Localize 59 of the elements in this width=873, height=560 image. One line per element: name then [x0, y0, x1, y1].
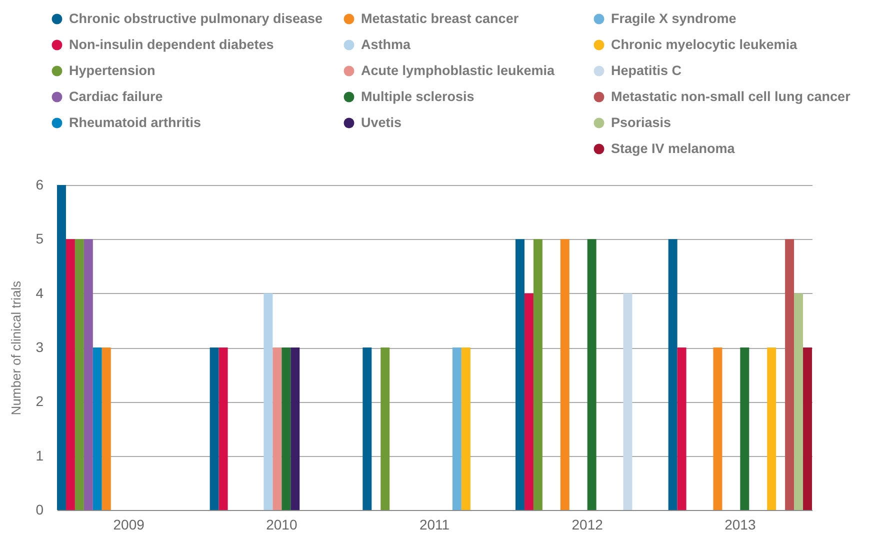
bar [560, 239, 570, 510]
legend-label: Uvetis [361, 115, 402, 130]
bar [380, 348, 390, 510]
bar [623, 293, 632, 510]
legend-label: Hepatitis C [611, 63, 682, 78]
bar [272, 348, 282, 510]
x-tick-label: 2013 [724, 516, 756, 532]
bar [84, 239, 93, 510]
bar [785, 239, 794, 510]
bar [461, 348, 470, 510]
y-tick-label: 4 [36, 284, 44, 301]
bar [218, 348, 228, 510]
legend-label: Multiple sclerosis [361, 89, 474, 104]
legend-label: Asthma [361, 37, 412, 52]
bar [264, 293, 273, 510]
bar [524, 293, 534, 510]
legend-label: Metastatic non-small cell lung cancer [611, 89, 852, 104]
y-tick-label: 3 [36, 339, 44, 355]
legend-label: Hypertension [69, 63, 156, 78]
legend-label: Cardiac failure [69, 89, 164, 104]
bar [210, 348, 219, 510]
bar [92, 348, 102, 510]
bar [516, 239, 524, 510]
y-tick-label: 0 [36, 502, 44, 518]
bar [102, 348, 111, 510]
legend-label: Rheumatoid arthritis [69, 115, 202, 130]
y-tick-label: 2 [36, 393, 44, 410]
legend-label: Fragile X syndrome [611, 11, 737, 26]
legend-label: Stage IV melanoma [611, 141, 736, 156]
legend-label: Chronic obstructive pulmonary disease [69, 11, 324, 26]
bar [740, 348, 750, 510]
bar [668, 239, 678, 510]
x-tick-label: 2010 [266, 516, 298, 532]
bar [533, 239, 542, 510]
y-axis-title: Number of clinical trials [8, 280, 24, 416]
bar [803, 348, 812, 510]
legend-label: Metastatic breast cancer [361, 11, 520, 26]
x-tick-label: 2012 [572, 516, 604, 532]
bar [677, 348, 686, 510]
bar [713, 348, 722, 510]
legend-label: Psoriasis [611, 115, 672, 130]
bar [452, 348, 462, 510]
bar [362, 348, 372, 510]
legend-label: Acute lymphoblastic leukemia [361, 63, 556, 78]
legend-label: Non-insulin dependent diabetes [69, 37, 274, 52]
bar [74, 239, 84, 510]
bar [66, 239, 75, 510]
bar [290, 348, 300, 510]
bar [587, 239, 596, 510]
legend-label: Chronic myelocytic leukemia [611, 37, 798, 52]
x-tick-label: 2009 [113, 516, 145, 532]
bar [767, 348, 776, 510]
x-tick-label: 2011 [419, 516, 450, 532]
y-tick-label: 6 [36, 176, 44, 192]
bar [57, 185, 66, 510]
bar [794, 293, 804, 510]
y-tick-label: 5 [36, 230, 44, 247]
bar [282, 348, 291, 510]
y-tick-label: 1 [36, 447, 44, 464]
